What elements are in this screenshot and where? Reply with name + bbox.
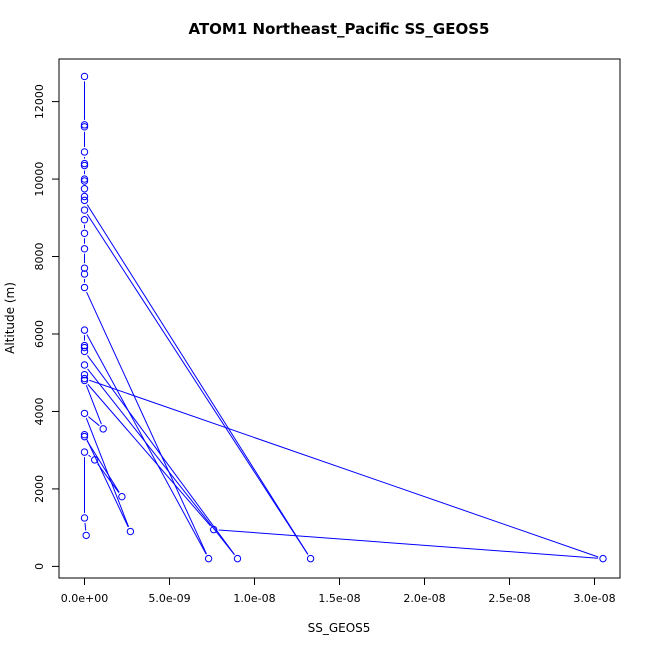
x-tick-label: 3.0e-08	[573, 592, 615, 605]
series-segment	[87, 355, 235, 555]
series-segment	[86, 291, 207, 555]
data-point	[306, 554, 315, 563]
data-point	[80, 370, 89, 379]
series-segment	[87, 383, 211, 527]
series-segment	[86, 213, 309, 555]
x-tick-label: 2.0e-08	[403, 592, 445, 605]
x-tick-label: 5.0e-09	[148, 592, 190, 605]
data-point	[80, 161, 89, 170]
series-points	[80, 72, 607, 563]
series-lines	[84, 81, 599, 559]
data-point	[80, 72, 89, 81]
data-point	[80, 326, 89, 334]
data-point	[233, 554, 242, 563]
data-point	[99, 425, 107, 433]
x-axis: 0.0e+00 5.0e-09 1.0e-08 1.5e-08 2.0e-08 2.5e-…	[61, 577, 616, 605]
data-point	[80, 283, 89, 292]
data-point	[82, 531, 90, 540]
series-segment	[218, 529, 599, 559]
series-segment	[97, 463, 120, 493]
series-segment	[85, 384, 102, 425]
data-point	[80, 448, 89, 456]
data-point	[80, 361, 89, 369]
data-point	[80, 216, 89, 224]
data-point	[599, 554, 607, 563]
data-point	[80, 206, 89, 214]
series-segment	[86, 438, 129, 528]
data-point	[204, 554, 213, 563]
data-point	[80, 185, 89, 193]
y-axis-label: Altitude (m)	[3, 282, 17, 354]
y-tick-label: 6000	[33, 320, 46, 348]
x-tick-label: 0.0e+00	[61, 592, 108, 605]
data-point	[80, 376, 89, 385]
series-segment	[88, 416, 100, 427]
data-point	[80, 123, 89, 131]
data-point	[80, 196, 89, 205]
x-tick-label: 1.0e-08	[233, 592, 275, 605]
data-point	[80, 409, 89, 418]
data-point	[126, 527, 135, 536]
series-segment	[86, 334, 207, 555]
x-tick-label: 2.5e-08	[488, 592, 530, 605]
series-segment	[84, 522, 87, 531]
data-point	[80, 514, 89, 522]
data-point	[80, 347, 89, 356]
y-tick-label: 12000	[33, 84, 46, 119]
y-tick-label: 0	[33, 563, 46, 570]
data-point	[80, 270, 89, 278]
x-axis-label: SS_GEOS5	[308, 621, 371, 635]
series-segment	[87, 368, 235, 556]
data-point	[80, 159, 89, 168]
y-tick-label: 10000	[33, 162, 46, 197]
plot-frame	[58, 58, 621, 579]
data-point	[80, 374, 89, 383]
data-point	[80, 245, 89, 253]
data-point	[91, 456, 99, 464]
data-point	[80, 148, 89, 156]
data-point	[80, 177, 89, 185]
data-point	[80, 432, 89, 441]
series-segment	[88, 454, 92, 458]
data-point	[80, 121, 89, 129]
data-point	[80, 341, 89, 350]
data-point	[210, 525, 218, 534]
data-point	[80, 175, 89, 183]
y-tick-label: 8000	[33, 243, 46, 271]
data-point	[80, 343, 89, 352]
y-axis: 0 2000 4000 6000 8000 10000 12000	[33, 84, 60, 570]
series-segment	[86, 204, 309, 555]
y-tick-label: 4000	[33, 397, 46, 425]
data-point	[118, 492, 126, 501]
y-tick-label: 2000	[33, 475, 46, 503]
data-point	[80, 430, 89, 439]
series-segment	[89, 379, 599, 558]
x-tick-label: 1.5e-08	[318, 592, 360, 605]
series-segment	[85, 417, 130, 528]
series-segment	[86, 440, 120, 493]
data-point	[80, 264, 89, 272]
data-point	[80, 229, 89, 237]
data-point	[80, 192, 89, 201]
chart-title: ATOM1 Northeast_Pacific SS_GEOS5	[189, 20, 490, 38]
